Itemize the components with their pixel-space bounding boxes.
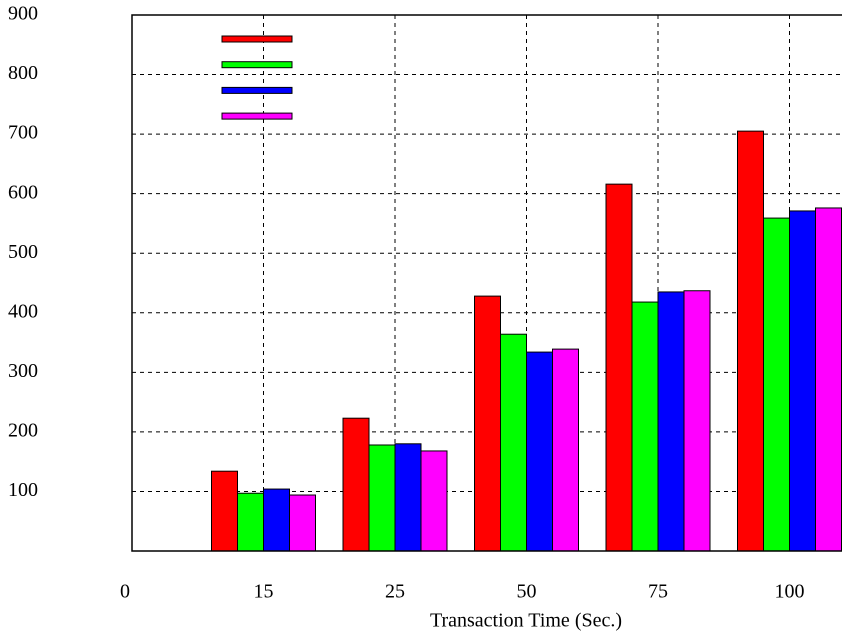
x-tick-label: 15 [254,581,274,603]
bar [683,290,711,552]
y-tick-label: 500 [8,241,38,263]
bar [420,450,448,552]
x-tick-label: 25 [385,581,405,603]
legend-swatch [221,61,293,69]
y-tick-label: 800 [8,62,38,84]
bar [605,183,633,552]
y-tick-label: 200 [8,419,38,441]
bar [789,210,816,552]
x-tick-label: 75 [648,581,668,603]
bar [289,494,316,552]
y-tick-label: 400 [8,300,38,322]
y-tick-label: 100 [8,479,38,501]
y-tick-label: 600 [8,181,38,203]
bar [263,488,290,552]
bar [474,295,501,552]
bar [342,417,370,552]
y-tick-label: 300 [8,360,38,382]
bar [526,351,553,552]
legend-swatch [221,86,293,94]
bar [500,333,527,552]
y-tick-label: 700 [8,122,38,144]
bar [815,207,842,552]
bar [631,301,659,552]
bar [368,444,396,552]
x-tick-label: 50 [517,581,537,603]
x-tick-label: 100 [775,581,805,603]
bar [657,291,685,552]
bar [394,443,422,552]
legend-swatch [221,35,293,43]
x-tick-label: 0 [120,581,130,603]
bar [211,470,238,552]
bar [552,348,579,552]
plot-frame [131,14,842,552]
bar [737,130,764,552]
bar [763,217,790,552]
x-axis-label: Transaction Time (Sec.) [430,610,622,632]
legend-swatch [221,112,293,120]
bar [237,492,264,552]
y-tick-label: 900 [8,3,38,25]
